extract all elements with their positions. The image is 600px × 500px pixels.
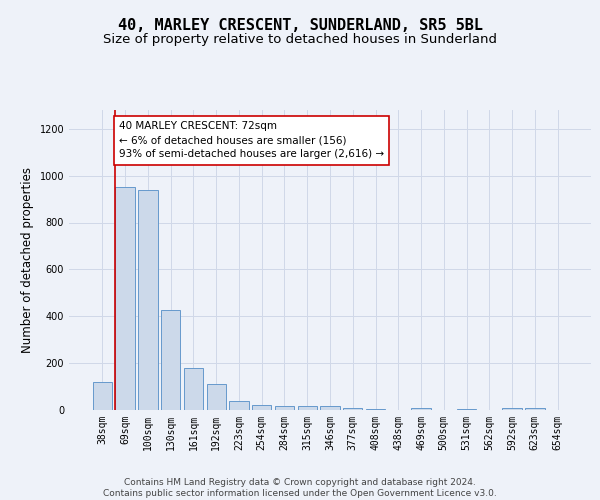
Bar: [161, 310, 181, 410]
Bar: [206, 384, 226, 410]
Bar: [229, 400, 248, 410]
Bar: [184, 368, 203, 410]
Text: Contains HM Land Registry data © Crown copyright and database right 2024.
Contai: Contains HM Land Registry data © Crown c…: [103, 478, 497, 498]
Text: 40, MARLEY CRESCENT, SUNDERLAND, SR5 5BL: 40, MARLEY CRESCENT, SUNDERLAND, SR5 5BL: [118, 18, 482, 32]
Text: 40 MARLEY CRESCENT: 72sqm
← 6% of detached houses are smaller (156)
93% of semi-: 40 MARLEY CRESCENT: 72sqm ← 6% of detach…: [119, 122, 384, 160]
Bar: [275, 406, 294, 410]
Bar: [525, 408, 545, 410]
Bar: [366, 409, 385, 410]
Bar: [412, 408, 431, 410]
Bar: [502, 408, 522, 410]
Bar: [320, 406, 340, 410]
Text: Size of property relative to detached houses in Sunderland: Size of property relative to detached ho…: [103, 32, 497, 46]
Bar: [138, 190, 158, 410]
Y-axis label: Number of detached properties: Number of detached properties: [21, 167, 34, 353]
Bar: [115, 188, 135, 410]
Bar: [298, 406, 317, 410]
Bar: [457, 409, 476, 410]
Bar: [93, 382, 112, 410]
Bar: [343, 408, 362, 410]
Bar: [252, 406, 271, 410]
